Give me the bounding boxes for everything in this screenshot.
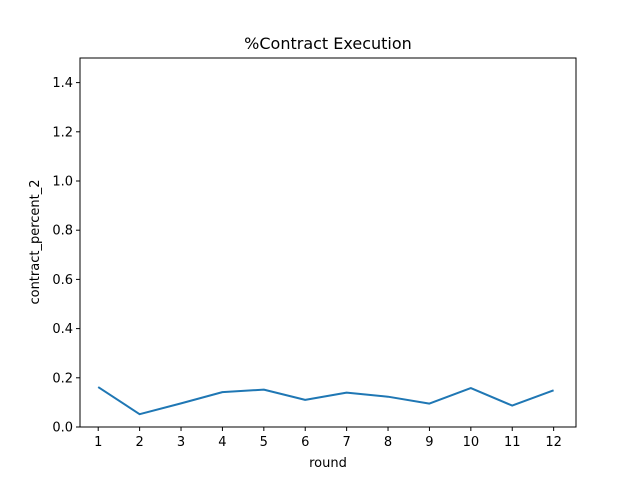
- series-line: [97, 386, 554, 416]
- x-tick-label: 4: [218, 435, 226, 450]
- x-tick-label: 10: [463, 435, 480, 450]
- y-tick-label: 1.4: [52, 76, 73, 91]
- x-axis-label: round: [309, 456, 347, 471]
- y-tick-label: 0.6: [52, 273, 73, 288]
- x-tick-label: 8: [384, 435, 392, 450]
- x-tick-label: 7: [342, 435, 350, 450]
- x-tick-label: 6: [301, 435, 309, 450]
- x-tick-label: 5: [260, 435, 268, 450]
- x-tick-label: 2: [135, 435, 143, 450]
- chart-title: %Contract Execution: [244, 34, 412, 53]
- x-tick-label: 9: [425, 435, 433, 450]
- x-tick-label: 1: [94, 435, 102, 450]
- y-axis-label: contract_percent_2: [28, 179, 43, 304]
- y-tick-label: 0.4: [52, 322, 73, 337]
- series-group: [97, 386, 554, 416]
- y-tick-label: 0.0: [52, 421, 73, 436]
- y-tick-label: 1.2: [52, 125, 73, 140]
- x-axis-ticks: 1 2 3 4 5 6 7 8 9 10 11 12: [94, 427, 562, 450]
- x-tick-label: 11: [504, 435, 521, 450]
- y-tick-label: 0.2: [52, 371, 73, 386]
- x-tick-label: 3: [177, 435, 185, 450]
- y-tick-label: 1.0: [52, 175, 73, 190]
- plot-frame: [79, 57, 577, 428]
- y-axis-ticks: 0.0 0.2 0.4 0.6 0.8 1.0 1.2 1.4: [52, 76, 80, 436]
- y-tick-label: 0.8: [52, 224, 73, 239]
- x-tick-label: 12: [545, 435, 562, 450]
